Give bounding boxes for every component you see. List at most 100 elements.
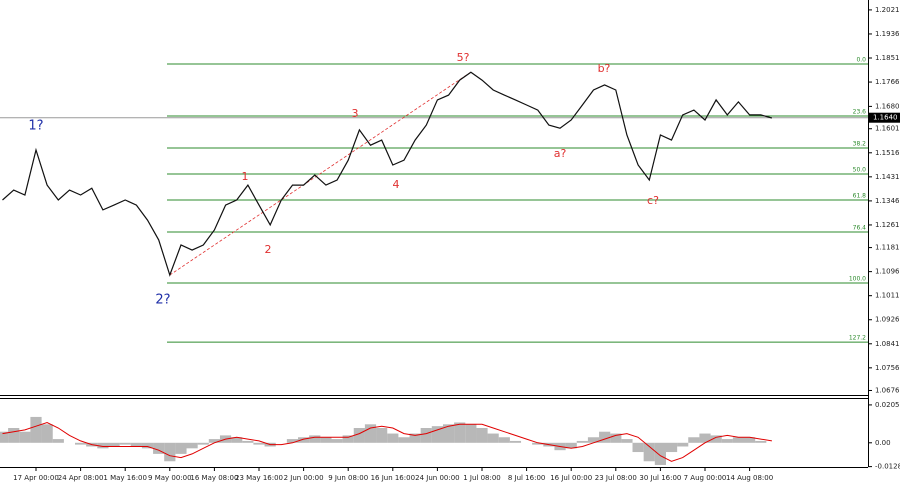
osc-bar: [442, 424, 455, 443]
osc-bar: [119, 442, 131, 445]
osc-bar: [253, 442, 265, 445]
osc-bar: [599, 431, 611, 443]
fib-label: 50.0: [853, 167, 867, 174]
osc-bar: [610, 433, 622, 443]
osc-bar: [353, 428, 365, 443]
y-tick-label: 1.1096: [875, 268, 900, 276]
x-tick-label: 23 Jul 08:00: [595, 474, 637, 482]
y-tick-label: 1.1011: [875, 292, 900, 300]
y-tick-label: 1.1601: [875, 125, 900, 133]
x-tick-label: 24 Apr 08:00: [58, 474, 104, 482]
osc-bar: [732, 437, 745, 443]
y-tick-label: 1.1346: [875, 197, 900, 205]
osc-bar: [587, 437, 600, 443]
wave-label: c?: [647, 194, 659, 207]
osc-bar: [108, 442, 120, 447]
y-tick-label: 1.2021: [875, 6, 900, 14]
osc-bar: [632, 442, 644, 453]
x-tick-label: 14 Aug 08:00: [726, 474, 773, 482]
osc-bar: [465, 424, 477, 443]
y-tick-label: 1.1851: [875, 54, 900, 62]
wave-label: a?: [554, 147, 567, 160]
wave-line: [169, 71, 472, 276]
osc-bar: [710, 435, 722, 443]
fib-label: 61.8: [853, 193, 867, 200]
osc-bar: [52, 439, 64, 443]
osc-bar: [186, 442, 198, 449]
x-tick-label: 9 May 00:00: [148, 474, 192, 482]
y-tick-label: 1.0926: [875, 316, 900, 324]
osc-bar: [721, 439, 733, 443]
osc-bar: [509, 440, 522, 443]
osc-bar: [342, 435, 354, 443]
osc-bar: [197, 442, 209, 445]
x-tick-label: 30 Jul 16:00: [639, 474, 681, 482]
wave-label: 2?: [155, 293, 170, 308]
osc-bar: [175, 442, 187, 454]
osc-bar: [320, 437, 332, 443]
y-tick-label: -0.01289: [875, 463, 900, 471]
osc-bar: [97, 442, 109, 449]
osc-bar: [431, 426, 443, 443]
fib-label: 100.0: [849, 275, 866, 282]
osc-bar: [476, 428, 488, 443]
osc-bar: [387, 433, 399, 443]
osc-bar: [565, 442, 577, 449]
osc-bar: [41, 424, 53, 443]
osc-bar: [654, 442, 666, 465]
osc-bar: [19, 431, 31, 443]
x-tick-label: 24 Jun 00:00: [415, 474, 459, 482]
fib-label: 76.4: [853, 225, 867, 232]
osc-bar: [364, 424, 377, 443]
osc-bar: [699, 433, 711, 443]
osc-bar: [532, 442, 544, 445]
wave-label: 4: [393, 178, 400, 191]
osc-bar: [141, 442, 154, 449]
y-tick-label: 1.1181: [875, 244, 900, 252]
fib-label: 0.0: [856, 56, 866, 63]
price-line: [2, 71, 773, 277]
x-tick-label: 8 Jul 16:00: [508, 474, 546, 482]
y-tick-label: 1.1936: [875, 30, 900, 38]
y-tick-label: 0.00: [875, 439, 891, 447]
osc-bar: [498, 437, 510, 443]
x-tick-label: 17 Apr 00:00: [13, 474, 59, 482]
wave-label: 3: [352, 107, 359, 120]
osc-signal: [2, 421, 772, 462]
osc-bar: [164, 442, 176, 462]
y-tick-label: 1.1680: [875, 102, 900, 110]
osc-bar: [331, 439, 343, 443]
osc-bar: [8, 428, 20, 443]
osc-bar: [242, 440, 254, 443]
y-tick-label: 1.1516: [875, 149, 900, 157]
fib-label: 23.6: [853, 109, 867, 116]
y-tick-label: 1.1261: [875, 221, 900, 229]
osc-bar: [420, 428, 432, 443]
x-tick-label: 16 Jun 16:00: [371, 474, 415, 482]
x-tick-label: 16 May 08:00: [190, 474, 238, 482]
osc-bar: [487, 433, 499, 443]
y-tick-label: 1.0756: [875, 364, 900, 372]
fib-label: 38.2: [853, 140, 867, 147]
osc-bar: [153, 442, 165, 454]
osc-bar: [409, 433, 421, 443]
x-tick-label: 1 May 16:00: [103, 474, 147, 482]
x-tick-label: 23 May 16:00: [235, 474, 283, 482]
y-tick-label: 0.0205: [875, 401, 900, 409]
osc-bar: [376, 428, 388, 443]
osc-bar: [688, 437, 700, 443]
osc-bar: [75, 442, 87, 445]
y-tick-label: 1.1431: [875, 173, 900, 181]
osc-bar: [643, 442, 655, 462]
x-tick-label: 9 Jun 08:00: [328, 474, 368, 482]
osc-bar: [208, 439, 220, 443]
wave-label: 5?: [457, 51, 470, 64]
osc-bar: [454, 422, 466, 443]
osc-bar: [130, 442, 142, 447]
current-price-box: [869, 112, 900, 123]
x-tick-label: 16 Jul 00:00: [550, 474, 592, 482]
osc-bar: [309, 435, 321, 443]
wave-label: 1?: [28, 119, 43, 134]
osc-bar: [621, 439, 633, 443]
wave-label: 1: [242, 170, 249, 183]
